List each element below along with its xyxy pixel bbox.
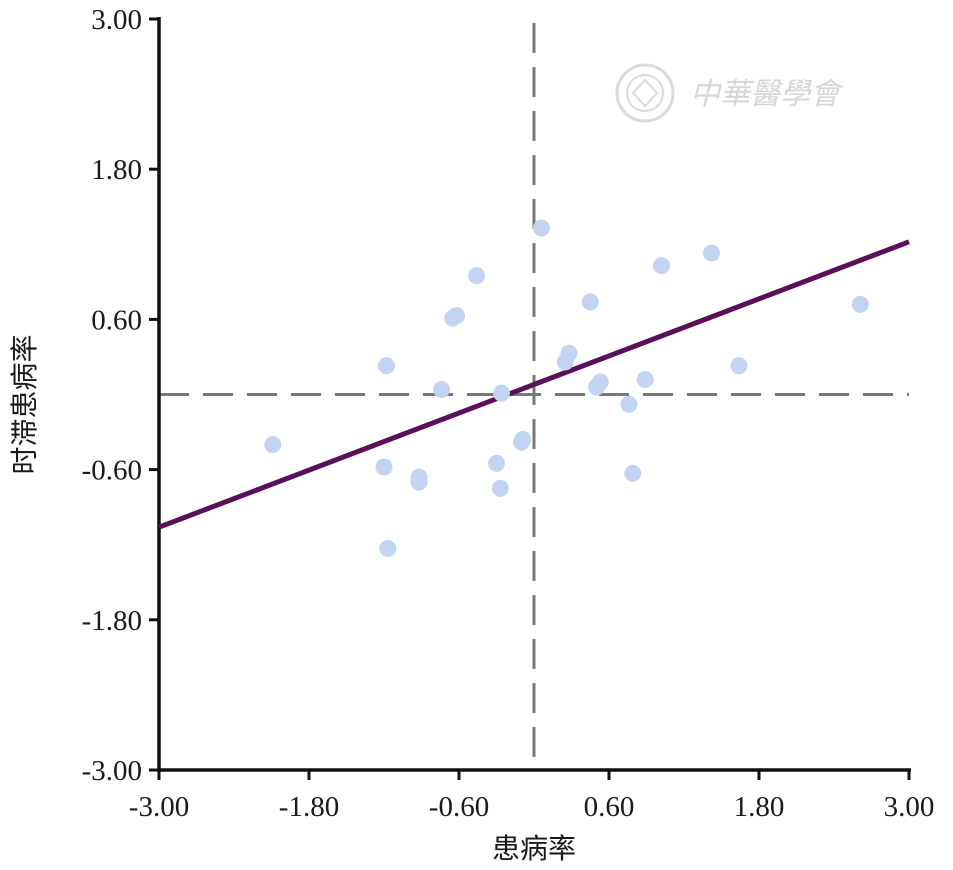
regression-line bbox=[158, 239, 910, 530]
x-tick-label: -3.00 bbox=[129, 791, 189, 823]
data-point bbox=[703, 244, 720, 262]
x-tick-label: 0.60 bbox=[584, 791, 635, 823]
watermark: 中華醫學會 bbox=[615, 63, 844, 123]
x-axis-title: 患病率 bbox=[492, 832, 576, 865]
x-tick-label: -1.80 bbox=[279, 791, 339, 823]
data-point bbox=[533, 219, 550, 237]
data-point bbox=[378, 357, 395, 375]
data-point bbox=[588, 378, 605, 396]
data-point bbox=[581, 293, 599, 311]
data-point bbox=[410, 473, 428, 491]
x-tick-label: 1.80 bbox=[734, 791, 785, 823]
y-tick-label: -0.60 bbox=[82, 455, 142, 487]
data-point bbox=[493, 384, 510, 402]
y-tick-label: 0.60 bbox=[91, 304, 142, 336]
data-point bbox=[513, 433, 530, 451]
data-point bbox=[730, 357, 748, 375]
society-seal-icon bbox=[615, 63, 675, 123]
data-point bbox=[556, 353, 574, 371]
data-point bbox=[851, 295, 869, 313]
data-point bbox=[375, 458, 393, 476]
data-point bbox=[379, 539, 397, 557]
data-point bbox=[448, 307, 465, 325]
data-point bbox=[653, 257, 670, 275]
y-axis-title: 时滞患病率 bbox=[8, 334, 41, 474]
data-point bbox=[636, 370, 654, 388]
data-point bbox=[624, 464, 642, 482]
data-point bbox=[491, 479, 509, 497]
x-tick-label: 3.00 bbox=[884, 791, 935, 823]
x-tick-label: -0.60 bbox=[429, 791, 489, 823]
data-point bbox=[620, 396, 638, 414]
data-point bbox=[433, 380, 450, 398]
data-point bbox=[468, 267, 485, 285]
watermark-text: 中華醫學會 bbox=[690, 77, 844, 112]
data-point bbox=[264, 436, 282, 454]
y-tick-label: 1.80 bbox=[91, 154, 142, 186]
y-tick-label: -3.00 bbox=[82, 755, 142, 787]
y-tick-label: 3.00 bbox=[91, 4, 142, 36]
data-point bbox=[488, 454, 505, 472]
y-tick-label: -1.80 bbox=[82, 605, 142, 637]
